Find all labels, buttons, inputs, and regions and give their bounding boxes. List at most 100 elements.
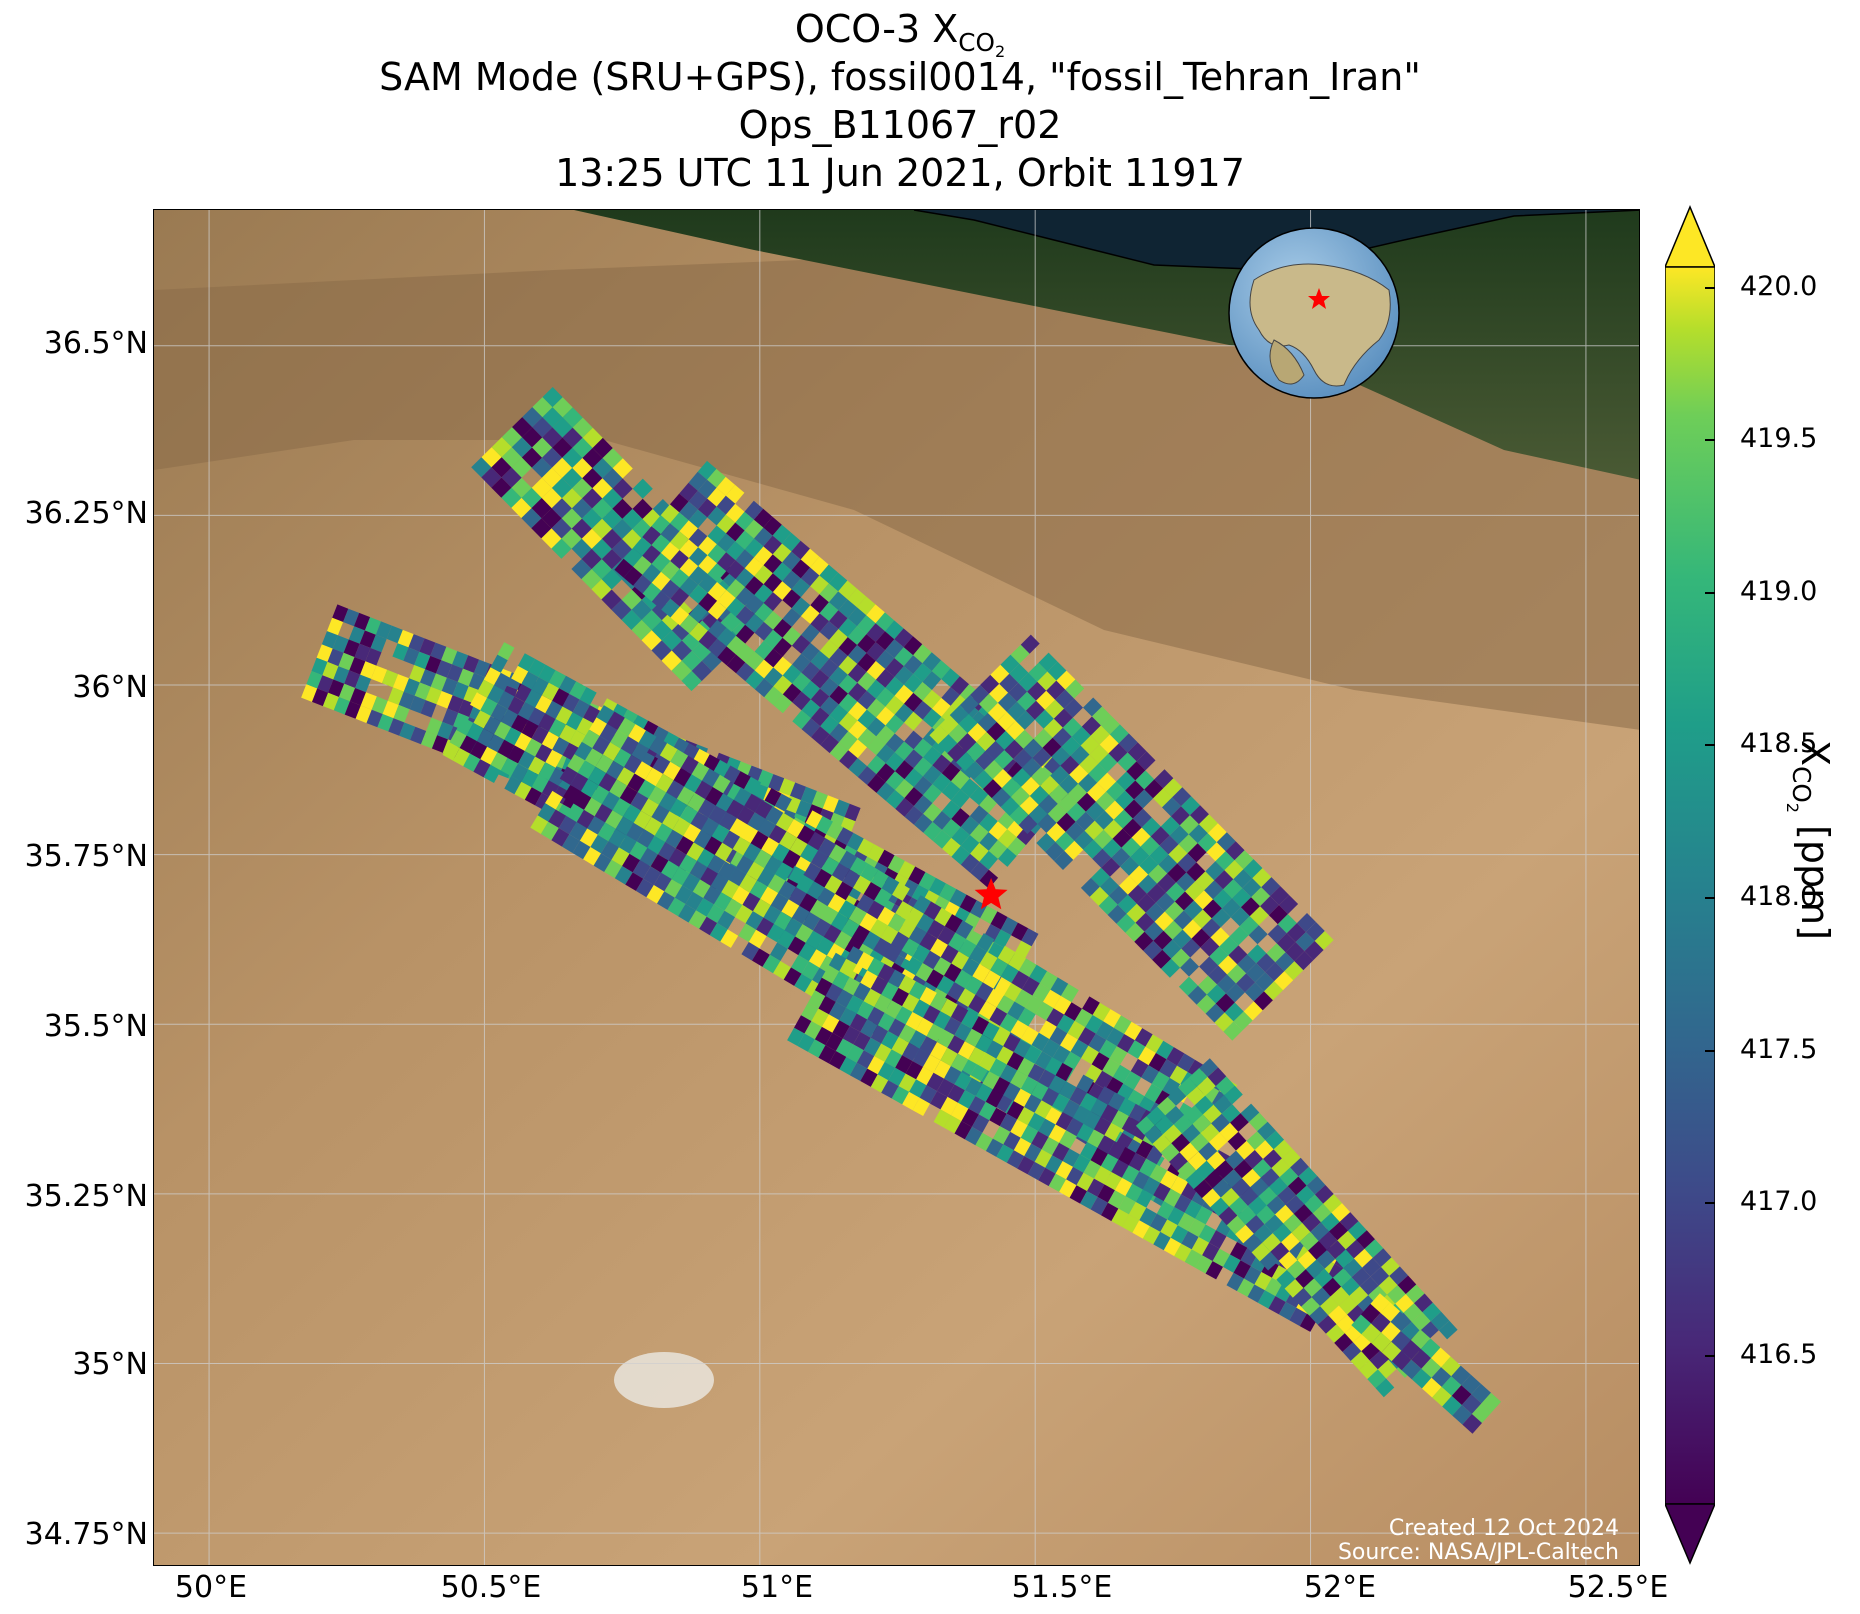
xco2-sounding-cell bbox=[592, 736, 611, 755]
xco2-sounding-cell bbox=[1438, 1320, 1458, 1340]
xco2-sounding-cell bbox=[587, 816, 606, 835]
xco2-sounding-cell bbox=[669, 493, 689, 513]
xco2-sounding-cell bbox=[458, 699, 475, 718]
xco2-sounding-cell bbox=[828, 591, 848, 611]
xco2-sounding-cell bbox=[572, 840, 591, 860]
xco2-sounding-cell bbox=[1097, 1184, 1115, 1203]
xco2-sounding-cell bbox=[1112, 1064, 1131, 1084]
xco2-sounding-cell bbox=[829, 610, 848, 630]
xco2-sounding-cell bbox=[670, 749, 689, 768]
xco2-sounding-cell bbox=[671, 640, 692, 661]
xco2-sounding-cell bbox=[694, 780, 713, 800]
xco2-sounding-cell bbox=[1160, 816, 1180, 836]
xco2-sounding-cell bbox=[1390, 1311, 1411, 1331]
xco2-sounding-cell bbox=[1100, 1153, 1119, 1172]
xco2-sounding-cell bbox=[545, 700, 563, 719]
xco2-sounding-cell bbox=[1255, 972, 1275, 992]
xco2-sounding-cell bbox=[857, 709, 877, 729]
xco2-sounding-cell bbox=[754, 546, 773, 566]
xco2-sounding-cell bbox=[1093, 829, 1113, 849]
xco2-sounding-cell bbox=[777, 930, 796, 949]
xco2-sounding-cell bbox=[642, 563, 661, 583]
xco2-sounding-cell bbox=[1305, 922, 1325, 941]
xco2-sounding-cell bbox=[764, 788, 782, 807]
xco2-sounding-cell bbox=[1059, 1130, 1077, 1149]
xco2-sounding-cell bbox=[1359, 1360, 1378, 1380]
xco2-sounding-cell bbox=[1212, 1248, 1230, 1267]
xco2-sounding-cell bbox=[602, 742, 621, 761]
xco2-sounding-cell bbox=[764, 667, 783, 687]
xco2-sounding-cell bbox=[386, 625, 403, 644]
xco2-sounding-cell bbox=[1065, 679, 1085, 699]
xco2-sounding-cell bbox=[442, 742, 460, 761]
xco2-sounding-cell bbox=[702, 768, 720, 787]
xco2-sounding-cell bbox=[825, 1032, 843, 1051]
xco2-sounding-cell bbox=[1029, 964, 1048, 984]
xco2-sounding-cell bbox=[881, 876, 900, 895]
xco2-sounding-cell bbox=[838, 637, 858, 656]
xco2-sounding-cell bbox=[1223, 1021, 1243, 1041]
xco2-sounding-cell bbox=[1145, 1034, 1164, 1053]
xco2-sounding-cell bbox=[1152, 1134, 1172, 1153]
xco2-sounding-cell bbox=[883, 944, 902, 963]
xco2-sounding-cell bbox=[561, 508, 582, 529]
xco2-sounding-cell bbox=[1268, 905, 1288, 925]
xco2-sounding-cell bbox=[969, 805, 989, 825]
xco2-sounding-cell bbox=[490, 752, 508, 771]
xco2-sounding-cell bbox=[585, 748, 603, 767]
xco2-sounding-cell bbox=[1160, 1170, 1178, 1189]
xco2-sounding-cell bbox=[1212, 1178, 1232, 1198]
xco2-sounding-cell bbox=[1003, 1131, 1021, 1151]
xco2-sounding-cell bbox=[1170, 1225, 1189, 1244]
xco2-sounding-cell bbox=[582, 427, 603, 448]
xco2-sounding-cell bbox=[1118, 1097, 1136, 1117]
xco2-sounding-cell bbox=[1241, 1168, 1261, 1188]
xco2-sounding-cell bbox=[857, 766, 877, 785]
xco2-sounding-cell bbox=[497, 642, 515, 661]
xco2-sounding-cell bbox=[1244, 982, 1264, 1002]
xco2-sounding-cell bbox=[517, 653, 536, 672]
xco2-sounding-cell bbox=[1156, 1201, 1175, 1220]
xco2-sounding-cell bbox=[679, 614, 699, 634]
xco2-sounding-cell bbox=[1094, 1166, 1112, 1185]
xco2-sounding-cell bbox=[754, 621, 774, 641]
xco2-sounding-cell bbox=[1073, 1105, 1091, 1124]
xco2-sounding-cell bbox=[1370, 1267, 1390, 1286]
xco2-sounding-cell bbox=[1111, 1208, 1129, 1227]
xco2-sounding-cell bbox=[1151, 1071, 1170, 1091]
xco2-sounding-cell bbox=[1134, 931, 1154, 951]
xco2-sounding-cell bbox=[979, 832, 998, 851]
xco2-sounding-cell bbox=[674, 885, 693, 904]
xco2-sounding-cell bbox=[913, 682, 932, 701]
xco2-sounding-cell bbox=[1461, 1394, 1482, 1414]
colorbar bbox=[1663, 205, 1717, 1565]
xco2-sounding-cell bbox=[1234, 850, 1254, 870]
xco2-sounding-cell bbox=[1091, 706, 1111, 726]
xco2-sounding-cell bbox=[929, 992, 948, 1012]
xco2-sounding-cell bbox=[1120, 856, 1140, 876]
xco2-sounding-cell bbox=[1132, 1171, 1150, 1190]
xco2-sounding-cell bbox=[562, 834, 580, 853]
xco2-sounding-cell bbox=[602, 508, 623, 529]
cbar-tick-418 bbox=[1705, 897, 1715, 899]
xco2-sounding-cell bbox=[671, 620, 693, 641]
xco2-sounding-cell bbox=[1316, 1250, 1336, 1269]
xco2-sounding-cell bbox=[947, 1035, 965, 1054]
xco2-sounding-cell bbox=[306, 671, 323, 689]
map-panel[interactable]: Created 12 Oct 2024 Source: NASA/JPL-Cal… bbox=[153, 209, 1640, 1566]
xco2-sounding-cell bbox=[1301, 1297, 1320, 1316]
xco2-sounding-cell bbox=[745, 670, 765, 690]
xco2-sounding-cell bbox=[1093, 1117, 1112, 1136]
xco2-sounding-cell bbox=[1070, 1039, 1089, 1059]
xco2-sounding-cell bbox=[761, 837, 780, 856]
xco2-sounding-cell bbox=[835, 1038, 854, 1057]
xco2-sounding-cell bbox=[681, 670, 702, 692]
xco2-sounding-cell bbox=[835, 989, 854, 1008]
xco2-sounding-cell bbox=[824, 875, 843, 894]
lon-label-50.5: 50.5°E bbox=[440, 1570, 542, 1605]
xco2-sounding-cell bbox=[494, 721, 512, 740]
xco2-sounding-cell bbox=[1209, 1230, 1227, 1249]
xco2-sounding-cell bbox=[689, 860, 708, 880]
xco2-sounding-cell bbox=[814, 977, 833, 997]
credit-source: Source: NASA/JPL-Caltech bbox=[1337, 1540, 1619, 1565]
